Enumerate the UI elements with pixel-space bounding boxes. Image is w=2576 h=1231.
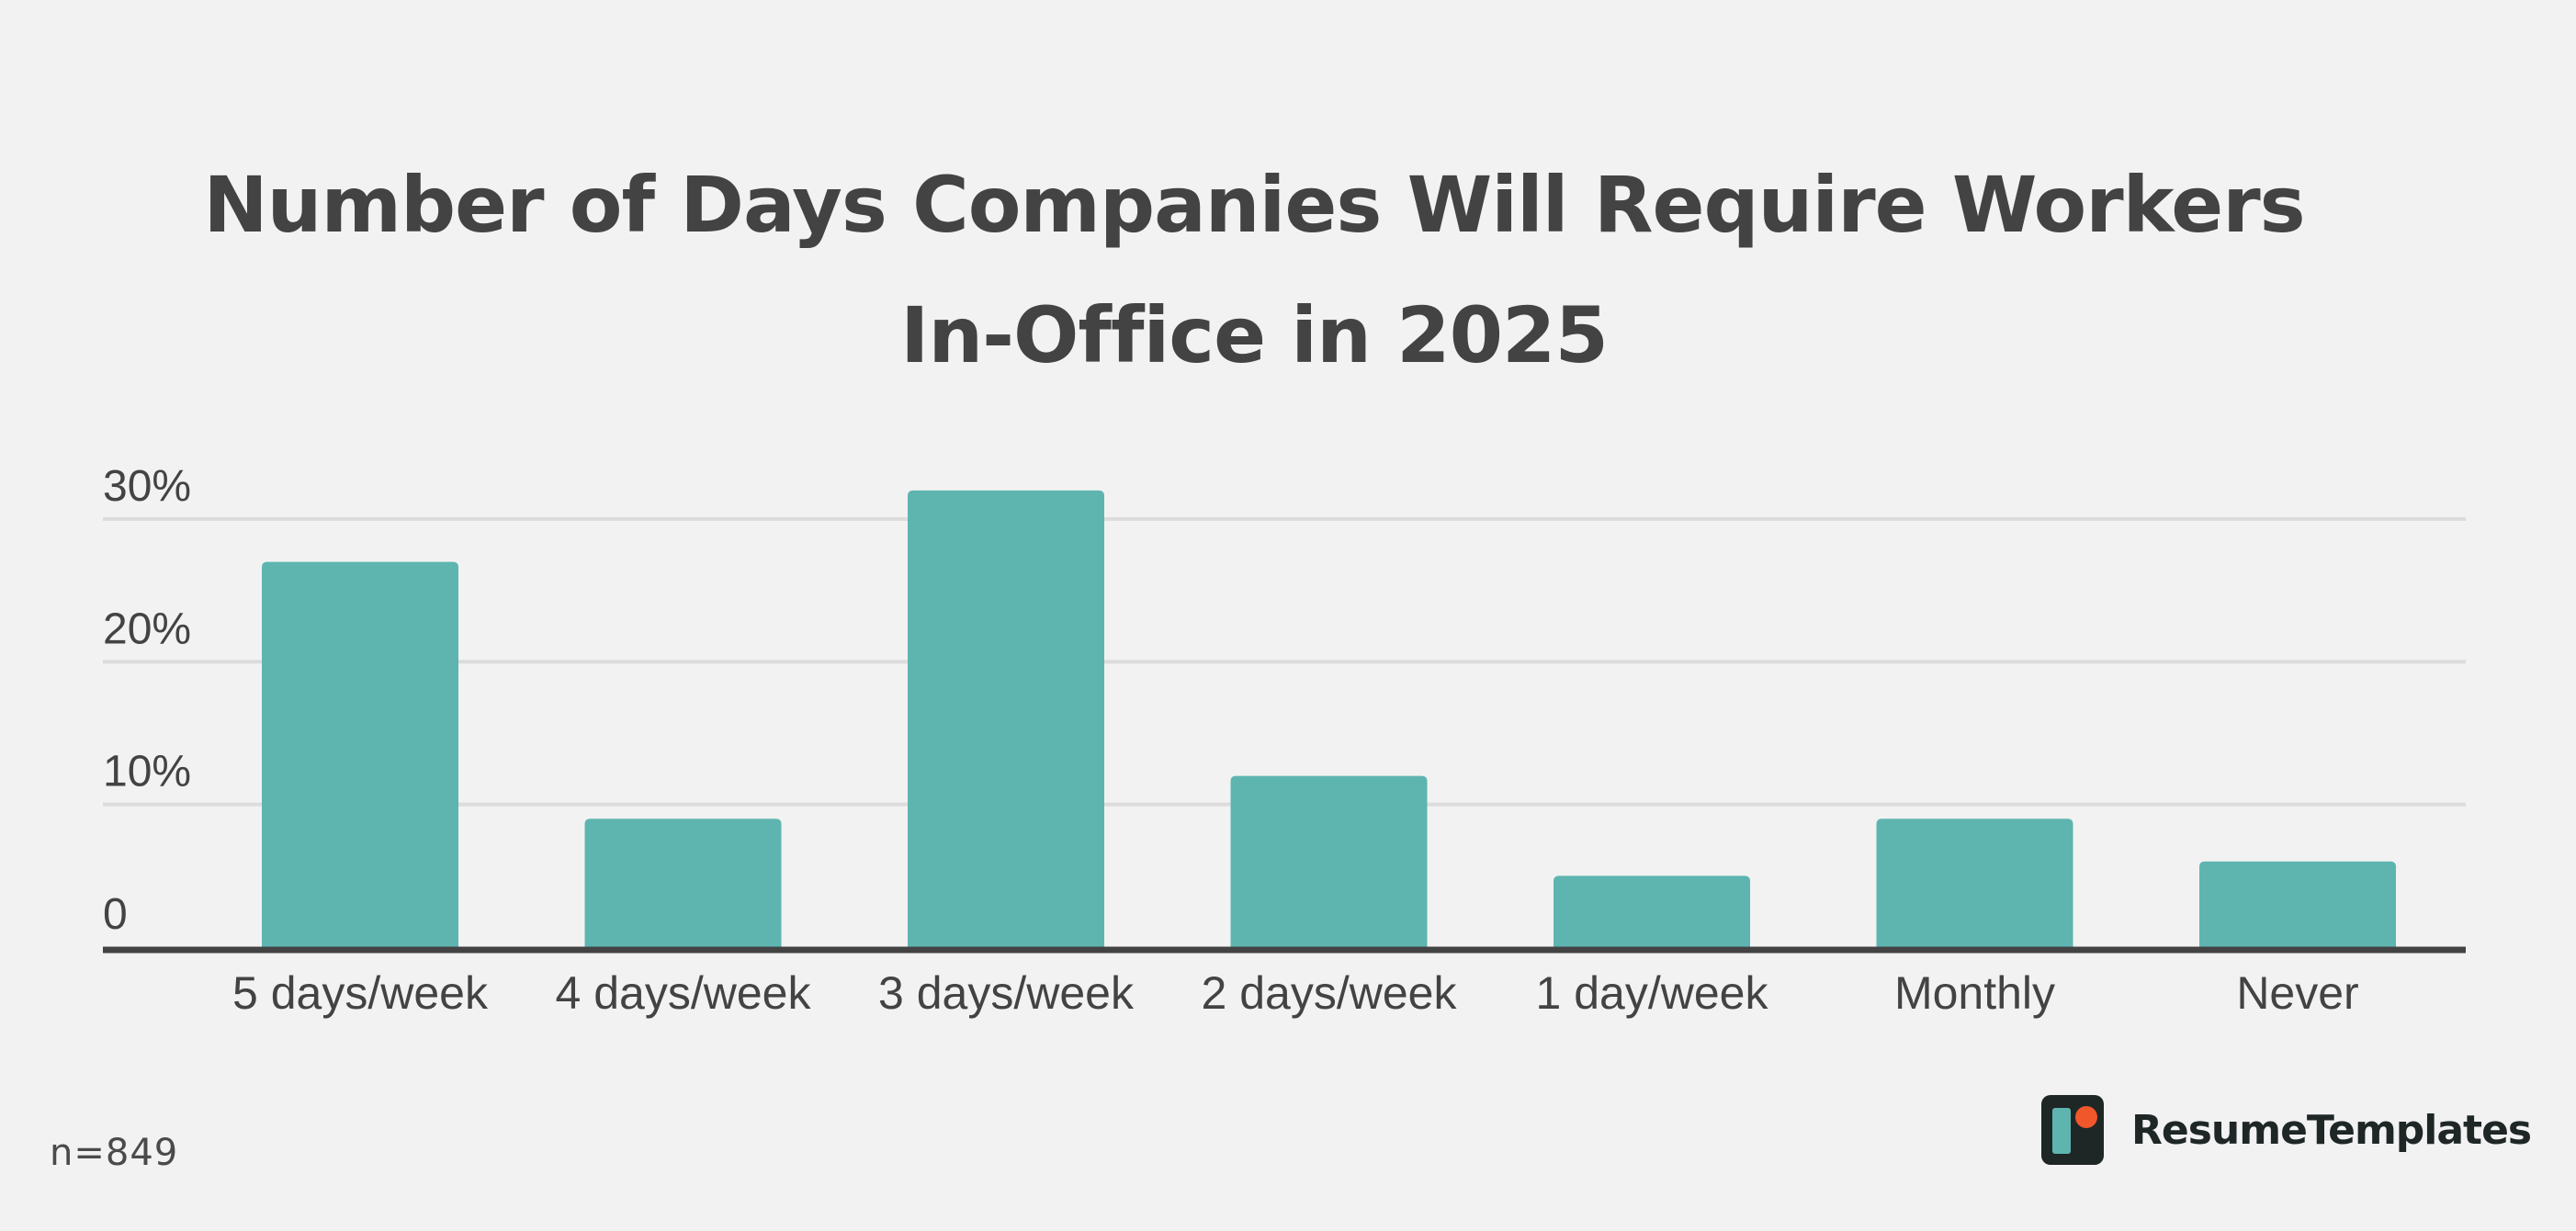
resumetemplates-logo-icon xyxy=(2041,1095,2104,1165)
x-axis-tick-labels: 5 days/week 4 days/week 3 days/week 2 days/… xyxy=(232,967,2359,1019)
x-tick-label: Monthly xyxy=(1894,967,2055,1019)
y-tick-label: 30% xyxy=(103,462,191,511)
y-tick-label: 10% xyxy=(103,748,191,796)
y-tick-label: 0 xyxy=(103,890,128,939)
bars xyxy=(262,490,2396,947)
sample-size-footnote: n=849 xyxy=(50,1132,179,1174)
bar xyxy=(2199,861,2396,947)
x-tick-label: 1 day/week xyxy=(1536,967,1769,1019)
bar xyxy=(584,819,782,947)
brand: ResumeTemplates xyxy=(2041,1095,2532,1165)
y-axis-tick-labels: 0 10% 20% 30% xyxy=(103,462,191,939)
bar xyxy=(1230,775,1428,947)
chart-title-line-2: In-Office in 2025 xyxy=(900,290,1609,381)
x-tick-label: 4 days/week xyxy=(556,967,812,1019)
bar xyxy=(262,561,458,947)
brand-name: ResumeTemplates xyxy=(2131,1106,2532,1154)
chart-title-line-1: Number of Days Companies Will Require Wo… xyxy=(203,160,2305,251)
bar xyxy=(908,490,1104,947)
x-tick-label: 3 days/week xyxy=(878,967,1135,1019)
bar xyxy=(1876,819,2073,947)
x-tick-label: 5 days/week xyxy=(232,967,489,1019)
y-tick-label: 20% xyxy=(103,604,191,653)
chart-title: Number of Days Companies Will Require Wo… xyxy=(0,140,2508,401)
x-tick-label: 2 days/week xyxy=(1202,967,1458,1019)
x-tick-label: Never xyxy=(2236,967,2358,1019)
bar xyxy=(1554,875,1750,947)
